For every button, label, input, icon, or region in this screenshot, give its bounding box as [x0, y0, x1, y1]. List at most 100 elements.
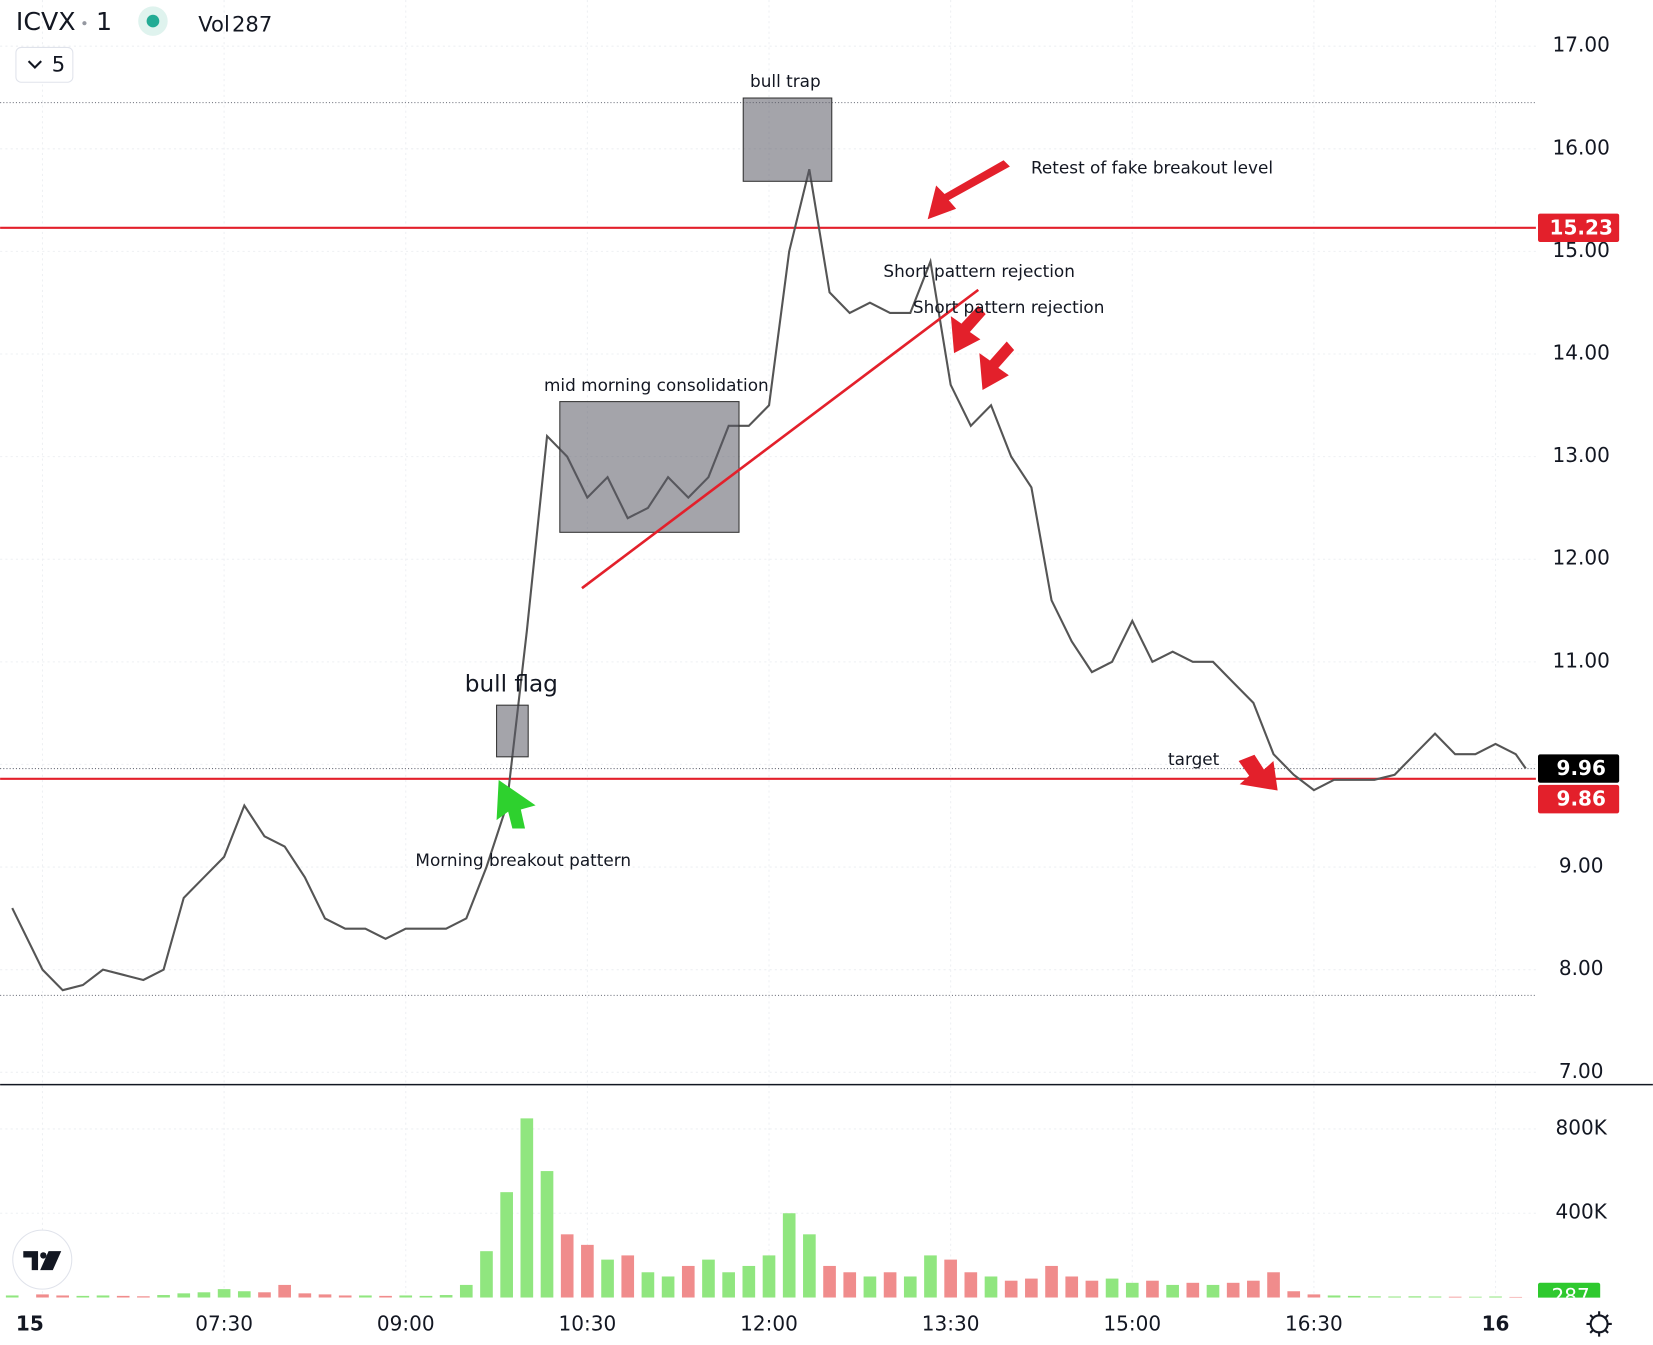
volume-bar — [742, 1265, 756, 1298]
volume-bar — [863, 1276, 877, 1298]
annotation-text: Short pattern rejection — [913, 297, 1104, 317]
volume-bar — [803, 1234, 816, 1298]
volume-bar — [782, 1213, 796, 1298]
x-tick-label: 15 — [16, 1311, 44, 1335]
logo[interactable] — [12, 1229, 73, 1290]
volume-bar — [560, 1234, 574, 1298]
volume-bar — [1428, 1296, 1442, 1298]
volume-bar — [843, 1272, 857, 1298]
annotation-arrow — [496, 780, 536, 829]
volume-bar — [96, 1295, 110, 1298]
volume-bar — [883, 1272, 897, 1298]
volume-bar — [177, 1293, 191, 1298]
volume-bar — [1045, 1265, 1058, 1298]
volume-tick-label: 800K — [1556, 1115, 1608, 1139]
volume-bar — [520, 1118, 534, 1298]
y-tick-label: 14.00 — [1553, 341, 1610, 365]
annotation-text: Retest of fake breakout level — [1031, 158, 1273, 178]
volume-bar — [1408, 1296, 1422, 1298]
volume-bar — [480, 1251, 493, 1298]
x-tick-label: 10:30 — [559, 1311, 617, 1335]
annotation-text: target — [1168, 749, 1220, 769]
volume-bar — [621, 1255, 635, 1298]
volume-bar — [1105, 1278, 1119, 1298]
indicator-count[interactable]: 5 — [52, 51, 65, 76]
y-tick-label: 16.00 — [1553, 135, 1610, 159]
volume-bar — [1247, 1280, 1260, 1298]
x-tick-label: 15:00 — [1103, 1311, 1161, 1335]
annotation-layer: bull trap Retest of fake breakout level Sh… — [415, 71, 1278, 870]
volume-bar — [661, 1276, 675, 1298]
symbol[interactable]: ICVX — [16, 7, 76, 36]
volume-bar — [1267, 1272, 1280, 1298]
volume-label: Vol — [198, 11, 230, 36]
volume-bar — [1287, 1291, 1301, 1298]
volume-bar — [601, 1259, 614, 1298]
volume-layer: 287 — [5, 1118, 1601, 1308]
volume-tag: 287 — [1552, 1284, 1590, 1308]
volume-bar — [984, 1276, 998, 1298]
annotation-text: bull flag — [465, 671, 558, 698]
annotation-text: mid morning consolidation — [544, 375, 769, 395]
annotation-arrow — [950, 305, 986, 354]
status-dot — [146, 14, 160, 28]
volume-bar — [1489, 1296, 1502, 1298]
volume-bar — [681, 1265, 695, 1298]
volume-bar — [1469, 1296, 1482, 1298]
last-price-tag: 9.96 — [1557, 756, 1606, 780]
volume-bar — [702, 1259, 715, 1298]
chevron — [27, 60, 42, 69]
annotation-box — [742, 97, 833, 182]
volume-bar — [762, 1255, 776, 1298]
volume-bar — [419, 1295, 433, 1298]
annotation-text: bull trap — [750, 71, 821, 91]
volume-bar — [359, 1295, 372, 1298]
collapse-button[interactable] — [15, 46, 74, 83]
volume-bar — [1025, 1278, 1038, 1298]
volume-bar — [258, 1292, 271, 1298]
volume-bar — [823, 1265, 836, 1298]
volume-bar — [237, 1291, 251, 1298]
y-tick-label: 12.00 — [1553, 546, 1610, 570]
volume-bar — [1166, 1284, 1179, 1298]
x-tick-label: 07:30 — [195, 1311, 253, 1335]
volume-tick-label: 400K — [1556, 1200, 1608, 1224]
volume-tag-box — [1538, 1282, 1601, 1298]
y-tick-label: 9.00 — [1559, 854, 1604, 878]
volume-bar — [1327, 1295, 1341, 1298]
annotation-arrow — [1238, 754, 1278, 791]
last-price-tag-box — [1538, 754, 1620, 783]
volume-bar — [76, 1295, 90, 1298]
volume-bar — [1307, 1294, 1321, 1298]
price-line-series — [11, 169, 1527, 992]
volume-bar — [1085, 1280, 1099, 1298]
volume-bar — [1368, 1296, 1381, 1298]
volume-bar — [197, 1292, 211, 1298]
price-line-tag: 9.86 — [1557, 787, 1606, 811]
grid-layer — [0, 0, 1536, 1298]
annotation-box — [496, 704, 529, 758]
volume-bar — [540, 1171, 554, 1298]
price-line-tag-box — [1538, 784, 1620, 814]
volume-bar — [1347, 1295, 1361, 1298]
volume-bar — [1206, 1284, 1220, 1298]
gear-teeth — [1586, 1311, 1612, 1337]
y-tick-label: 17.00 — [1553, 33, 1610, 57]
legend-header: ICVX 1 Vol 287 5 — [15, 6, 272, 83]
volume-bar — [318, 1294, 332, 1298]
settings-icon[interactable] — [1586, 1311, 1612, 1337]
trend-line — [581, 288, 980, 590]
volume-bar — [217, 1289, 231, 1298]
volume-bar — [399, 1295, 413, 1298]
volume-bar — [944, 1259, 957, 1298]
volume-bar — [722, 1272, 735, 1298]
volume-bar — [379, 1295, 392, 1298]
interval[interactable]: 1 — [96, 7, 112, 36]
annotation-arrow — [927, 160, 1010, 220]
logo-dot — [40, 1252, 47, 1259]
x-tick-label: 16:30 — [1285, 1311, 1343, 1335]
volume-bar — [157, 1295, 170, 1298]
volume-bar — [1186, 1282, 1200, 1298]
y-tick-label: 11.00 — [1553, 648, 1610, 672]
